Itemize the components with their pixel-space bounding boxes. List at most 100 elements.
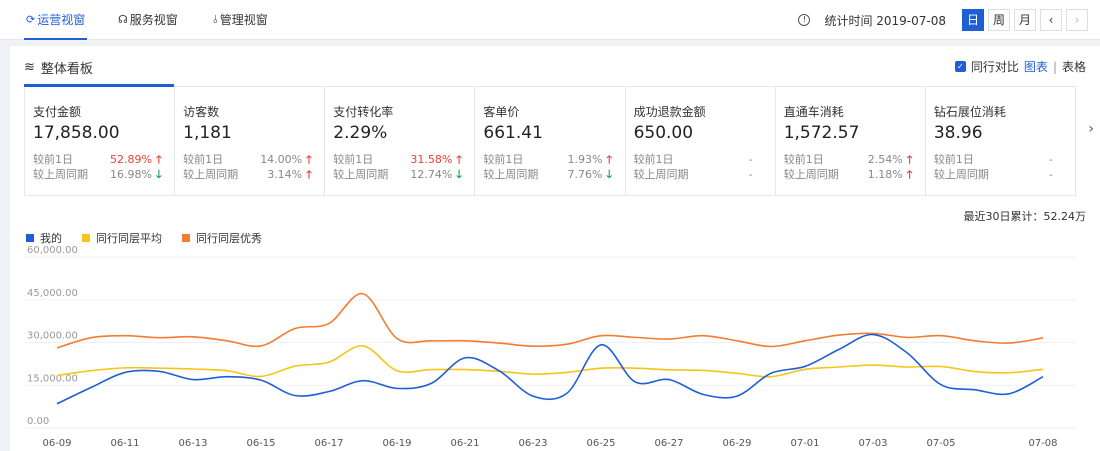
period-week-button[interactable]: 周 bbox=[988, 9, 1010, 31]
data-point[interactable] bbox=[192, 368, 195, 371]
data-point[interactable] bbox=[838, 334, 841, 337]
data-point[interactable] bbox=[770, 372, 773, 375]
data-point[interactable] bbox=[396, 369, 399, 372]
data-point[interactable] bbox=[260, 379, 263, 382]
data-point[interactable] bbox=[668, 368, 671, 371]
data-point[interactable] bbox=[430, 339, 433, 342]
data-point[interactable] bbox=[464, 356, 467, 359]
data-point[interactable] bbox=[158, 336, 161, 339]
data-point[interactable] bbox=[362, 344, 365, 347]
data-point[interactable] bbox=[872, 333, 875, 336]
data-point[interactable] bbox=[566, 371, 569, 374]
data-point[interactable] bbox=[294, 365, 297, 368]
data-point[interactable] bbox=[532, 345, 535, 348]
tab-management[interactable]: ⫰ 管理视窗 bbox=[213, 12, 268, 28]
data-point[interactable] bbox=[396, 337, 399, 340]
info-icon[interactable]: ! bbox=[798, 14, 811, 26]
data-point[interactable] bbox=[226, 339, 229, 342]
data-point[interactable] bbox=[634, 367, 637, 370]
data-point[interactable] bbox=[260, 375, 263, 378]
data-point[interactable] bbox=[532, 395, 535, 398]
period-day-button[interactable]: 日 bbox=[962, 9, 984, 31]
data-point[interactable] bbox=[226, 369, 229, 372]
period-month-button[interactable]: 月 bbox=[1014, 9, 1036, 31]
data-point[interactable] bbox=[804, 339, 807, 342]
data-point[interactable] bbox=[702, 393, 705, 396]
data-point[interactable] bbox=[736, 339, 739, 342]
data-point[interactable] bbox=[1042, 368, 1045, 371]
next-button[interactable]: › bbox=[1066, 9, 1088, 31]
prev-button[interactable]: ‹ bbox=[1040, 9, 1062, 31]
metric-card[interactable]: 支付转化率 2.29% 较前1日 31.58% 🡑 较上周同期 12.74% 🡓 bbox=[325, 87, 476, 195]
data-point[interactable] bbox=[974, 388, 977, 391]
data-point[interactable] bbox=[736, 372, 739, 375]
data-point[interactable] bbox=[804, 365, 807, 368]
data-point[interactable] bbox=[668, 378, 671, 381]
data-point[interactable] bbox=[90, 336, 93, 339]
data-point[interactable] bbox=[498, 342, 501, 345]
data-point[interactable] bbox=[328, 390, 331, 393]
legend-item[interactable]: 我的 bbox=[26, 230, 62, 246]
metric-card[interactable]: 直通车消耗 1,572.57 较前1日 2.54% 🡑 较上周同期 1.18% 🡑 bbox=[776, 87, 926, 195]
data-point[interactable] bbox=[634, 380, 637, 383]
metric-card[interactable]: 客单价 661.41 较前1日 1.93% 🡑 较上周同期 7.76% 🡓 bbox=[475, 87, 626, 195]
data-point[interactable] bbox=[940, 334, 943, 337]
data-point[interactable] bbox=[974, 339, 977, 342]
data-point[interactable] bbox=[838, 366, 841, 369]
data-point[interactable] bbox=[1042, 375, 1045, 378]
metric-card[interactable]: 支付金额 17,858.00 较前1日 52.89% 🡑 较上周同期 16.98% 🡓 bbox=[23, 84, 176, 195]
data-point[interactable] bbox=[294, 394, 297, 397]
data-point[interactable] bbox=[940, 365, 943, 368]
data-point[interactable] bbox=[124, 371, 127, 374]
data-point[interactable] bbox=[600, 334, 603, 337]
data-point[interactable] bbox=[362, 379, 365, 382]
data-point[interactable] bbox=[940, 383, 943, 386]
data-point[interactable] bbox=[566, 392, 569, 395]
data-point[interactable] bbox=[702, 334, 705, 337]
data-point[interactable] bbox=[906, 336, 909, 339]
data-point[interactable] bbox=[872, 364, 875, 367]
data-point[interactable] bbox=[90, 369, 93, 372]
metric-card[interactable]: 成功退款金额 650.00 较前1日 - 较上周同期 - bbox=[626, 87, 776, 195]
data-point[interactable] bbox=[56, 374, 59, 377]
view-table-link[interactable]: 表格 bbox=[1061, 60, 1086, 74]
data-point[interactable] bbox=[770, 345, 773, 348]
cards-next-icon[interactable]: › bbox=[1088, 121, 1094, 137]
data-point[interactable] bbox=[158, 370, 161, 373]
data-point[interactable] bbox=[294, 327, 297, 330]
tab-operations[interactable]: ⟳ 运营视窗 bbox=[23, 13, 88, 40]
data-point[interactable] bbox=[770, 375, 773, 378]
metric-card[interactable]: 钻石展位消耗 38.96 较前1日 - 较上周同期 - bbox=[926, 87, 1075, 195]
data-point[interactable] bbox=[566, 343, 569, 346]
data-point[interactable] bbox=[464, 368, 467, 371]
data-point[interactable] bbox=[158, 367, 161, 370]
data-point[interactable] bbox=[1008, 342, 1011, 345]
data-point[interactable] bbox=[906, 351, 909, 354]
tab-service[interactable]: ☊ 服务视窗 bbox=[118, 13, 178, 27]
data-point[interactable] bbox=[464, 339, 467, 342]
data-point[interactable] bbox=[260, 344, 263, 347]
data-point[interactable] bbox=[736, 395, 739, 398]
data-point[interactable] bbox=[430, 382, 433, 385]
data-point[interactable] bbox=[396, 387, 399, 390]
data-point[interactable] bbox=[838, 348, 841, 351]
data-point[interactable] bbox=[192, 335, 195, 338]
data-point[interactable] bbox=[634, 336, 637, 339]
data-point[interactable] bbox=[498, 369, 501, 372]
data-point[interactable] bbox=[702, 369, 705, 372]
data-point[interactable] bbox=[56, 346, 59, 349]
data-point[interactable] bbox=[226, 375, 229, 378]
data-point[interactable] bbox=[430, 368, 433, 371]
data-point[interactable] bbox=[124, 334, 127, 337]
data-point[interactable] bbox=[668, 338, 671, 341]
data-point[interactable] bbox=[1008, 392, 1011, 395]
data-point[interactable] bbox=[328, 361, 331, 364]
data-point[interactable] bbox=[90, 386, 93, 389]
data-point[interactable] bbox=[906, 366, 909, 369]
data-point[interactable] bbox=[532, 373, 535, 376]
data-point[interactable] bbox=[804, 368, 807, 371]
metric-card[interactable]: 访客数 1,181 较前1日 14.00% 🡑 较上周同期 3.14% 🡑 bbox=[175, 87, 326, 195]
data-point[interactable] bbox=[1042, 336, 1045, 339]
data-point[interactable] bbox=[600, 343, 603, 346]
data-point[interactable] bbox=[1008, 371, 1011, 374]
